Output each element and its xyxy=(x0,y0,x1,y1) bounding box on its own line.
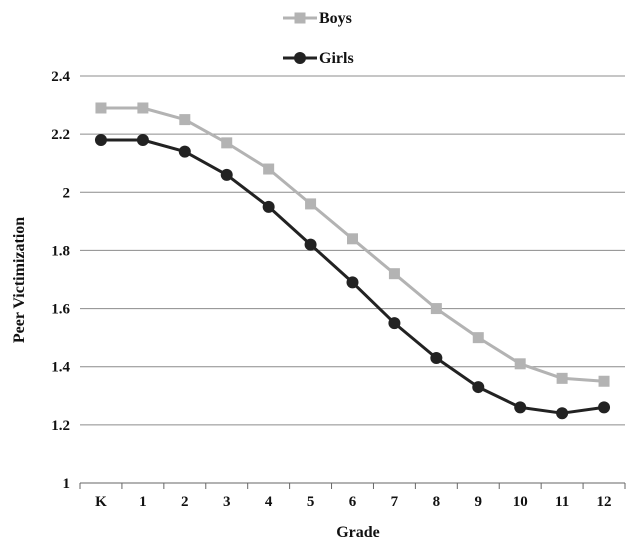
legend-item-girls: Girls xyxy=(283,50,354,67)
x-tick-label: 4 xyxy=(265,494,273,510)
data-point-girls xyxy=(262,200,275,213)
x-tick-label: 6 xyxy=(349,494,357,510)
x-tick-label: 5 xyxy=(307,494,315,510)
data-point-boys xyxy=(598,375,610,387)
data-point-boys xyxy=(347,233,358,245)
data-point-boys xyxy=(137,102,149,114)
y-tick-label: 2.4 xyxy=(51,69,70,85)
data-point-boys xyxy=(179,114,191,126)
data-point-girls xyxy=(346,276,359,289)
series-layer xyxy=(94,102,611,420)
data-point-boys xyxy=(472,332,484,344)
data-point-girls xyxy=(388,317,401,330)
legend-label-boys: Boys xyxy=(319,10,352,27)
data-point-girls xyxy=(430,351,443,364)
y-axis-title: Peer Victimization xyxy=(11,217,28,343)
data-point-girls xyxy=(136,133,149,146)
y-tick-label: 1.2 xyxy=(51,418,70,434)
legend-item-boys: Boys xyxy=(283,10,352,27)
x-tick-label: 12 xyxy=(597,494,612,510)
legend: Boys Girls xyxy=(283,10,354,67)
x-tick-label: 11 xyxy=(555,494,569,510)
axes: 11.21.41.61.822.22.4K 1 2 3 4 5 6 7 8 9 10 11 12 xyxy=(51,69,626,510)
data-point-girls xyxy=(178,145,191,158)
x-tick-label: 1 xyxy=(139,494,147,510)
data-point-girls xyxy=(472,381,485,394)
series-boys xyxy=(95,102,610,387)
data-point-girls xyxy=(94,133,107,146)
x-tick-label: 9 xyxy=(475,494,483,510)
data-point-girls xyxy=(220,168,233,181)
data-point-boys xyxy=(221,137,233,149)
legend-label-girls: Girls xyxy=(319,50,354,67)
data-point-girls xyxy=(514,401,527,414)
data-point-boys xyxy=(305,198,317,210)
y-tick-label: 1 xyxy=(63,476,71,492)
data-point-boys xyxy=(556,372,568,384)
data-point-boys xyxy=(263,163,275,175)
data-point-girls xyxy=(556,407,569,420)
x-axis-title: Grade xyxy=(336,524,380,541)
x-tick-label: 2 xyxy=(181,494,189,510)
x-tick-label: K xyxy=(95,494,107,510)
data-point-boys xyxy=(514,358,526,370)
data-point-boys xyxy=(430,303,442,315)
data-point-girls xyxy=(598,401,611,414)
data-point-girls xyxy=(304,238,317,251)
x-tick-label: 10 xyxy=(513,494,528,510)
y-tick-label: 1.8 xyxy=(51,243,70,259)
y-tick-label: 2.2 xyxy=(51,127,70,143)
data-point-boys xyxy=(388,268,400,280)
y-tick-label: 1.4 xyxy=(51,360,70,376)
y-tick-label: 2 xyxy=(63,185,71,201)
x-tick-label: 8 xyxy=(433,494,441,510)
x-tick-label: 3 xyxy=(223,494,231,510)
data-point-boys xyxy=(95,102,107,114)
legend-marker-girls xyxy=(294,52,306,64)
legend-marker-boys xyxy=(294,12,306,24)
series-girls xyxy=(94,133,611,420)
y-tick-label: 1.6 xyxy=(51,302,70,318)
gridlines xyxy=(80,75,625,484)
x-tick-label: 7 xyxy=(391,494,399,510)
